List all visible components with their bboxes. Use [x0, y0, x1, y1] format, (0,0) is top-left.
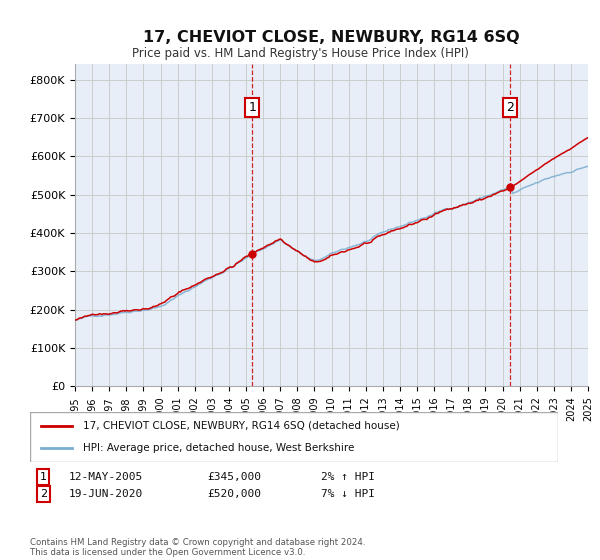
- Text: 1: 1: [248, 101, 256, 114]
- Text: 2% ↑ HPI: 2% ↑ HPI: [321, 472, 375, 482]
- Text: 2: 2: [40, 489, 47, 499]
- Text: 7% ↓ HPI: 7% ↓ HPI: [321, 489, 375, 499]
- Text: Contains HM Land Registry data © Crown copyright and database right 2024.
This d: Contains HM Land Registry data © Crown c…: [30, 538, 365, 557]
- Text: £520,000: £520,000: [207, 489, 261, 499]
- Text: Price paid vs. HM Land Registry's House Price Index (HPI): Price paid vs. HM Land Registry's House …: [131, 47, 469, 60]
- FancyBboxPatch shape: [30, 412, 558, 462]
- Text: 17, CHEVIOT CLOSE, NEWBURY, RG14 6SQ (detached house): 17, CHEVIOT CLOSE, NEWBURY, RG14 6SQ (de…: [83, 421, 400, 431]
- Text: 1: 1: [40, 472, 47, 482]
- Title: 17, CHEVIOT CLOSE, NEWBURY, RG14 6SQ: 17, CHEVIOT CLOSE, NEWBURY, RG14 6SQ: [143, 30, 520, 45]
- Text: 12-MAY-2005: 12-MAY-2005: [69, 472, 143, 482]
- Text: HPI: Average price, detached house, West Berkshire: HPI: Average price, detached house, West…: [83, 443, 354, 453]
- Text: 2: 2: [506, 101, 514, 114]
- Text: £345,000: £345,000: [207, 472, 261, 482]
- Text: 19-JUN-2020: 19-JUN-2020: [69, 489, 143, 499]
